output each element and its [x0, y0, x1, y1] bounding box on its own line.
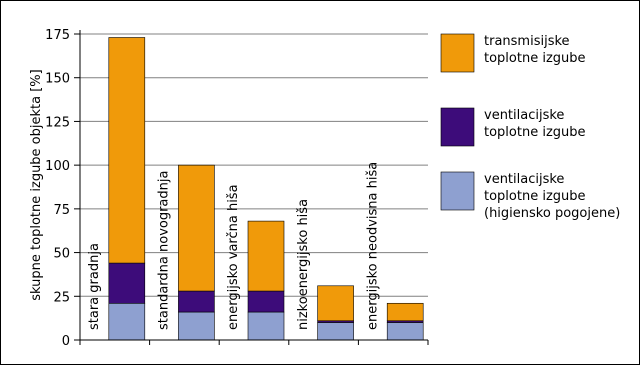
y-tick-labels: 0 25 50 75 100 125 150 175	[45, 28, 70, 349]
y-tick-label: 100	[45, 159, 70, 174]
bar-segment	[317, 322, 354, 341]
bar-segment	[247, 290, 285, 313]
legend-label: (higiensko pogojene)	[484, 206, 620, 221]
y-tick-label: 0	[62, 334, 70, 349]
bar-segment	[178, 290, 215, 313]
category-label: nizkoenergijsko hiša	[296, 199, 311, 330]
category-labels: stara gradnja standardna novogradnja energ…	[87, 162, 380, 330]
bar-segment	[108, 262, 146, 304]
bar-segment	[108, 302, 146, 341]
legend-swatch	[440, 107, 475, 147]
category-label: energijsko varčna hiša	[226, 184, 241, 330]
legend: transmisijske toplotne izgube ventilacijsk…	[440, 33, 620, 221]
legend-label: toplotne izgube	[484, 189, 586, 204]
legend-label: ventilacijske	[484, 108, 564, 123]
bars	[108, 37, 424, 341]
category-label: stara gradnja	[87, 243, 102, 330]
category-label: energijsko neodvisna hiša	[365, 162, 380, 330]
y-tick-label: 150	[45, 72, 70, 87]
legend-label: toplotne izgube	[484, 51, 586, 66]
bar-segment	[247, 311, 285, 341]
legend-label: ventilacijske	[484, 172, 564, 187]
legend-label: toplotne izgube	[484, 125, 586, 140]
bar-segment	[386, 322, 424, 341]
y-tick-label: 50	[53, 247, 70, 262]
legend-label: transmisijske	[484, 34, 570, 49]
bar-segment	[386, 302, 424, 322]
legend-swatch	[440, 33, 475, 73]
y-tick-label: 175	[45, 28, 70, 43]
bar-segment	[108, 37, 146, 264]
y-tick-label: 125	[45, 115, 70, 130]
bar-segment	[247, 220, 285, 292]
legend-swatch	[440, 171, 475, 211]
y-tick-label: 75	[53, 203, 70, 218]
axes	[79, 30, 429, 345]
bar-segment	[178, 164, 215, 292]
category-label: standardna novogradnja	[157, 171, 172, 330]
y-tick-label: 25	[53, 290, 70, 305]
y-axis-title: skupne toplotne izgube objekta [%]	[29, 69, 44, 300]
bar-segment	[317, 285, 354, 322]
bar-segment	[178, 311, 215, 341]
